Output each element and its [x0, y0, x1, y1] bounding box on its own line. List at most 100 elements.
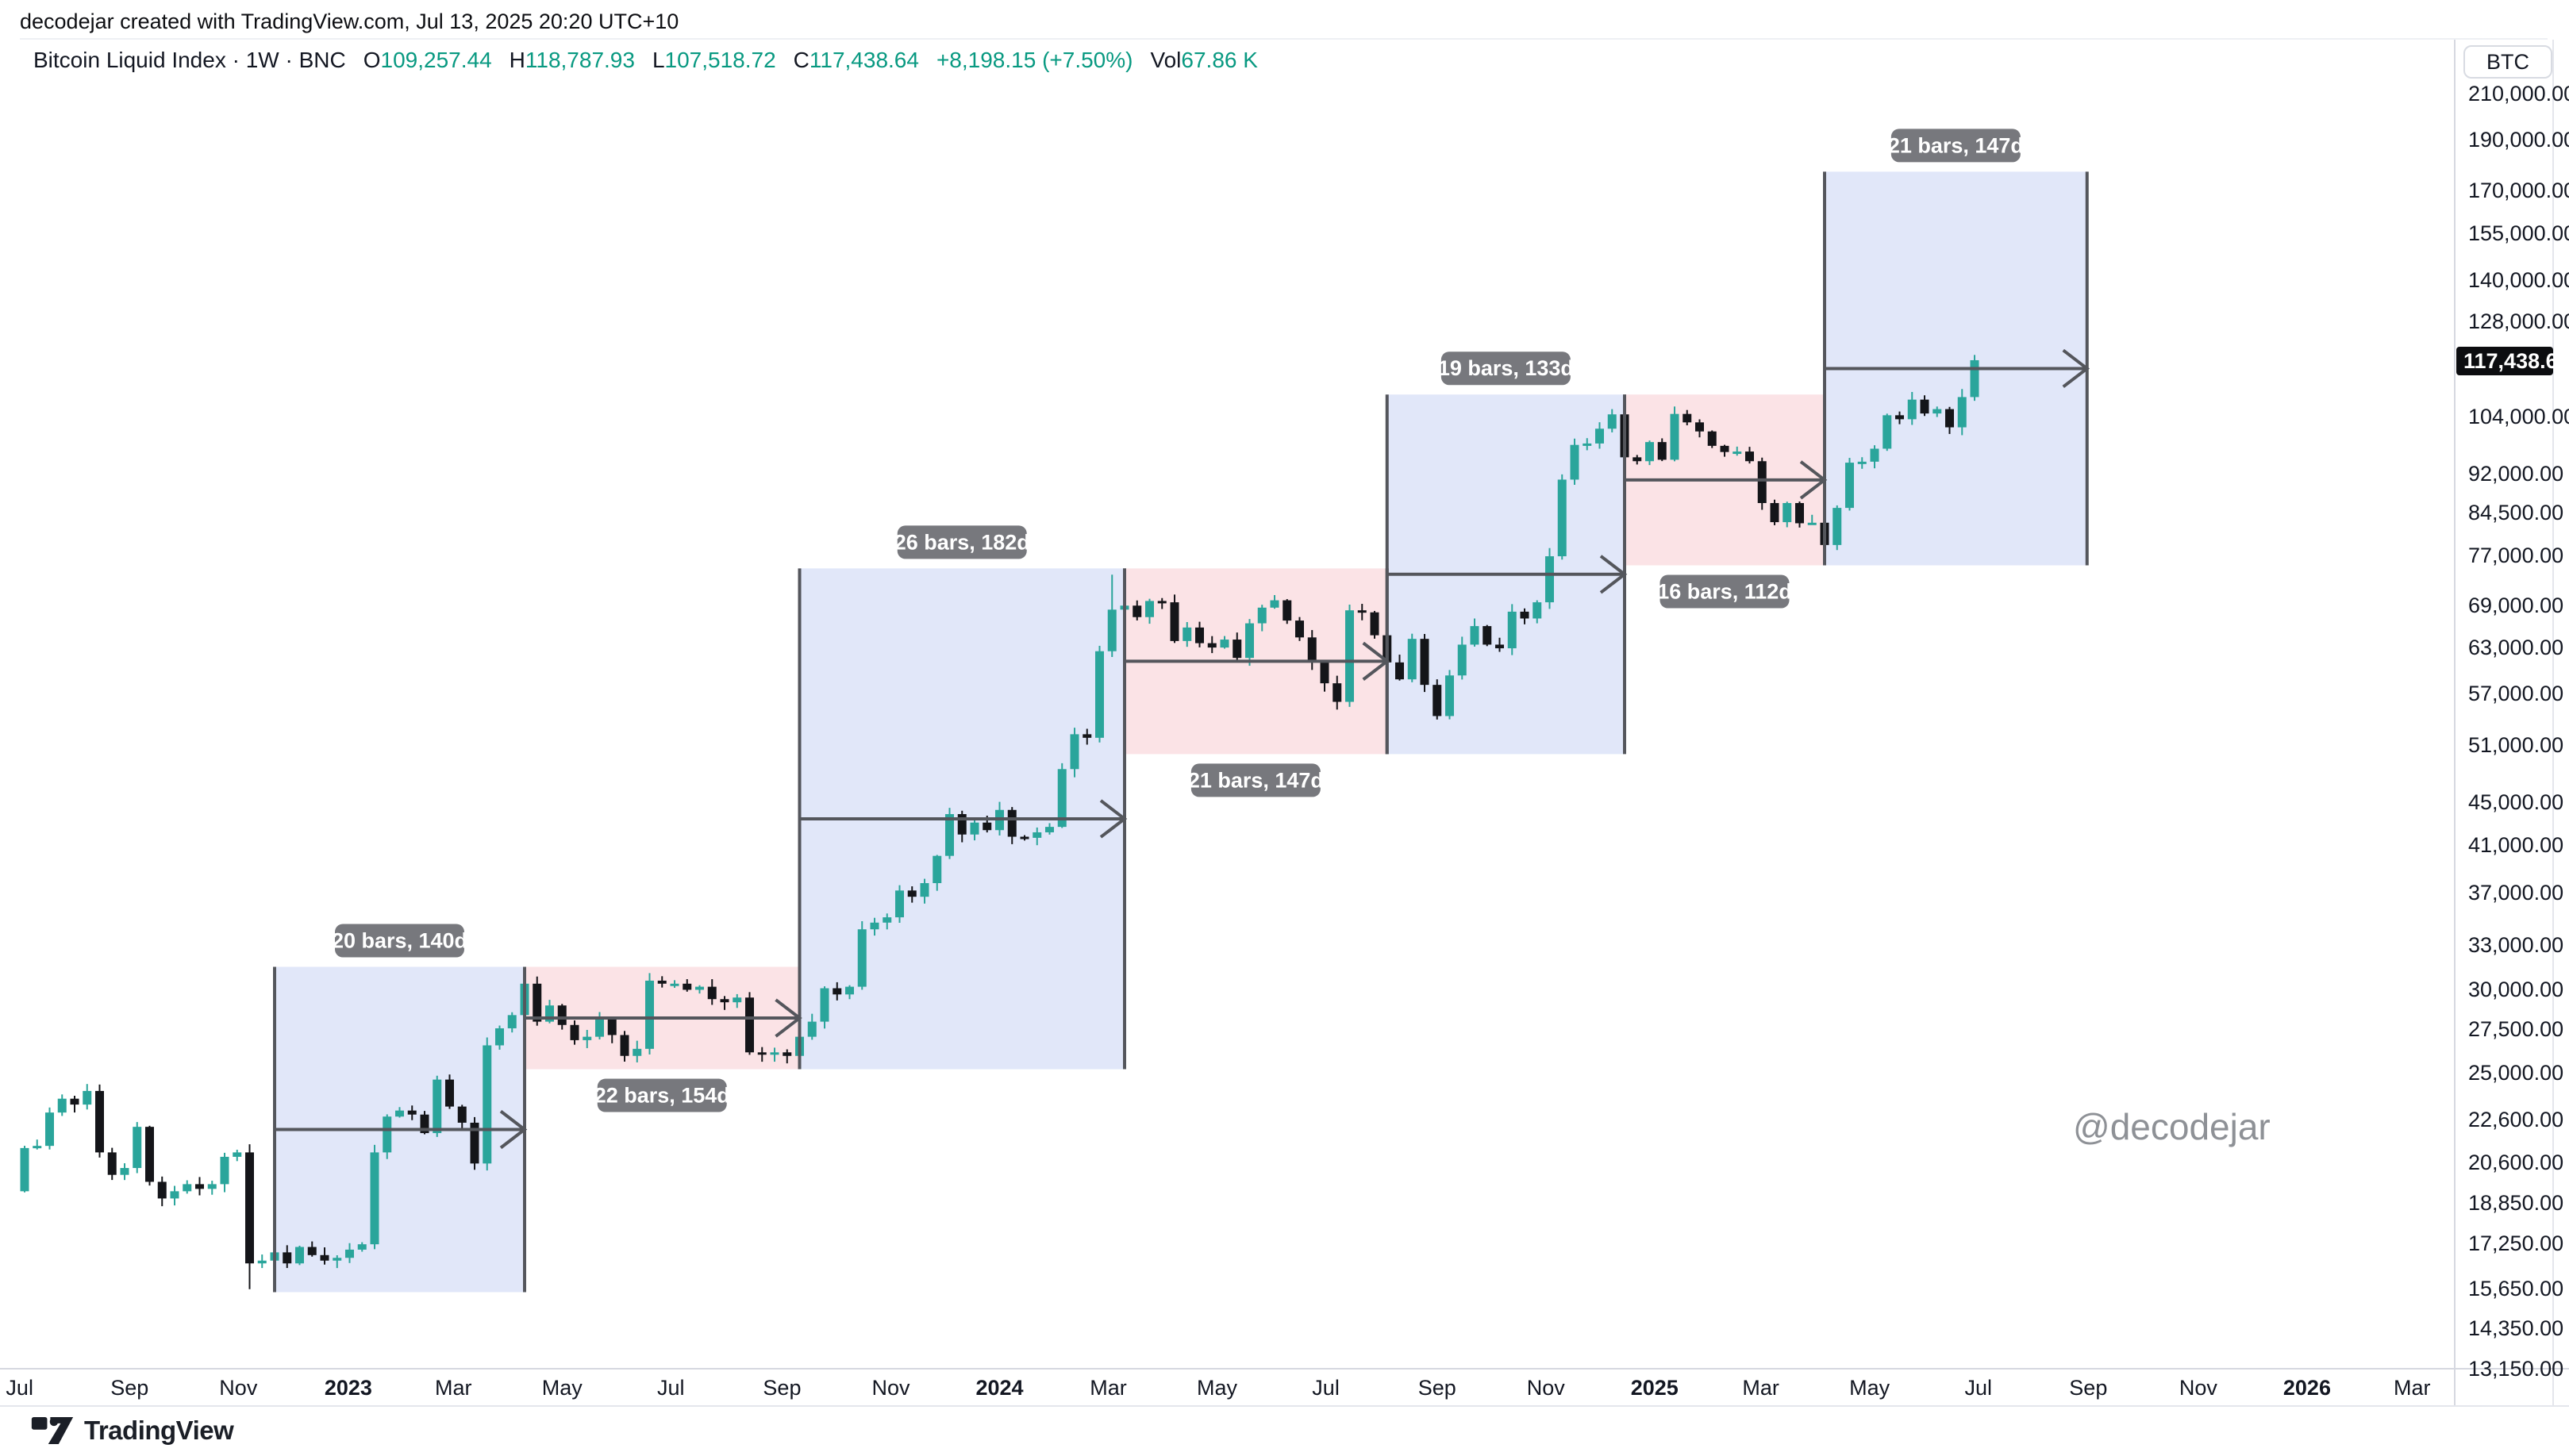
candle — [745, 992, 754, 1055]
price-tick-label: 14,350.00 — [2468, 1316, 2564, 1341]
candle — [33, 1139, 42, 1150]
time-tick-month: May — [1197, 1376, 1238, 1400]
candle — [233, 1150, 242, 1162]
time-tick-month: Mar — [2394, 1376, 2431, 1400]
candle — [1895, 411, 1904, 425]
candle — [683, 979, 692, 992]
time-tick-month: Sep — [1417, 1376, 1456, 1400]
price-tick-label: 25,000.00 — [2468, 1061, 2564, 1085]
candle-body — [45, 1112, 54, 1147]
candle — [570, 1020, 579, 1045]
candle-body — [1233, 640, 1242, 659]
measure-label[interactable]: 16 bars, 112d — [1657, 574, 1792, 609]
candle-body — [707, 986, 717, 1000]
candle-body — [595, 1018, 604, 1037]
candle — [1945, 406, 1954, 434]
candle-body — [1370, 612, 1379, 636]
candle-body — [1433, 685, 1442, 716]
price-tick-label: 51,000.00 — [2468, 732, 2564, 757]
candle — [170, 1185, 179, 1206]
measure-label-bg[interactable] — [1440, 352, 1571, 386]
price-tick-label: 13,150.00 — [2468, 1356, 2564, 1381]
candle — [345, 1243, 354, 1263]
candle — [1545, 547, 1554, 609]
time-tick-month: Mar — [1742, 1376, 1779, 1400]
candle-body — [845, 986, 854, 995]
candle-body — [1095, 651, 1104, 738]
candle — [1670, 406, 1679, 462]
measure-label[interactable]: 26 bars, 182d — [894, 525, 1030, 559]
candle — [857, 920, 867, 990]
candle-body — [857, 929, 867, 987]
candle — [845, 985, 854, 1000]
candle — [1370, 610, 1379, 639]
candle-body — [1020, 836, 1029, 839]
candle — [1733, 446, 1742, 456]
candle-body — [1557, 479, 1567, 557]
candle — [1107, 574, 1117, 658]
candle — [1857, 457, 1867, 469]
measure-label-bg[interactable] — [1659, 574, 1790, 609]
candle — [807, 1013, 817, 1040]
candle — [670, 980, 679, 988]
candle-body — [457, 1106, 467, 1123]
time-tick-month: Nov — [2179, 1376, 2217, 1400]
candle — [157, 1176, 167, 1207]
candle-body — [883, 917, 892, 923]
measure-label-bg[interactable] — [1890, 129, 2021, 163]
candle — [295, 1245, 304, 1266]
low-value: 107,518.72 — [664, 48, 776, 72]
currency-button[interactable]: BTC — [2463, 45, 2552, 79]
symbol-title[interactable]: Bitcoin Liquid Index · 1W · BNC — [33, 48, 346, 72]
symbol-ohlc-row[interactable]: Bitcoin Liquid Index · 1W · BNC O109,257… — [33, 48, 1275, 73]
price-axis[interactable]: BTC 117,438.64 210,000.00 190,000.00 170,0… — [2454, 40, 2569, 1405]
measure-label-text: 22 bars, 154d — [594, 1084, 730, 1108]
time-axis[interactable]: Jul Sep Nov 2023 Mar May Jul Sep Nov 2024 Mar May Ju… — [0, 1370, 2454, 1405]
candle-body — [1920, 399, 1929, 414]
header-separator — [20, 38, 2548, 40]
candle-body — [570, 1024, 579, 1040]
candle — [1020, 835, 1029, 841]
candle — [1007, 807, 1017, 844]
time-tick-month: Jul — [1964, 1376, 1992, 1400]
measure-label-bg[interactable] — [1190, 763, 1321, 797]
measure-label[interactable]: 19 bars, 133d — [1438, 352, 1574, 386]
measure-label-bg[interactable] — [897, 525, 1027, 559]
measure-label[interactable]: 21 bars, 147d — [1888, 129, 2024, 163]
candle — [833, 982, 842, 1001]
volume-label: Vol — [1150, 48, 1182, 72]
candle — [245, 1144, 254, 1289]
candle-body — [495, 1028, 504, 1046]
candle-body — [1907, 399, 1917, 420]
candle — [883, 913, 892, 930]
candle-body — [1083, 734, 1092, 738]
tradingview-logo[interactable]: TradingView — [30, 1416, 234, 1446]
candle-body — [1257, 607, 1267, 624]
measure-label[interactable]: 22 bars, 154d — [594, 1078, 730, 1112]
measure-label-text: 16 bars, 112d — [1657, 580, 1792, 604]
tradingview-brand-text[interactable]: TradingView — [84, 1416, 234, 1445]
candle-body — [1183, 627, 1192, 641]
candle-body — [633, 1048, 642, 1056]
measure-label[interactable]: 20 bars, 140d — [332, 924, 467, 958]
measure-label-text: 21 bars, 147d — [1188, 768, 1324, 792]
candle — [1420, 633, 1429, 693]
price-tick-label: 140,000.00 — [2468, 268, 2569, 293]
candle-body — [1495, 644, 1504, 649]
candle-body — [420, 1114, 429, 1134]
candle-body — [95, 1090, 104, 1153]
candle — [1170, 594, 1179, 643]
measure-label-bg[interactable] — [335, 924, 464, 958]
candle-body — [357, 1244, 367, 1250]
candle — [970, 820, 979, 841]
candle-body — [895, 890, 904, 918]
candle-body — [1807, 522, 1817, 525]
time-tick-month: Mar — [434, 1376, 472, 1400]
candle-body — [1683, 413, 1692, 423]
measure-label[interactable]: 21 bars, 147d — [1188, 763, 1324, 797]
candle-body — [1133, 605, 1142, 617]
candle-body — [157, 1181, 167, 1199]
measure-label-bg[interactable] — [597, 1078, 727, 1112]
price-tick-label: 30,000.00 — [2468, 977, 2564, 1001]
